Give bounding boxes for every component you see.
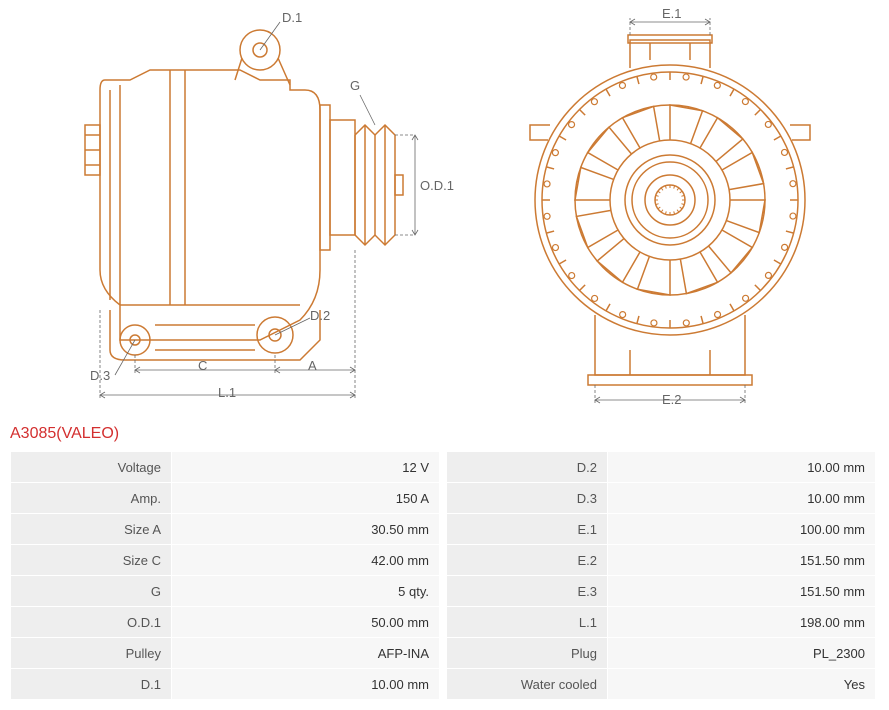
spec-value: 150 A xyxy=(172,483,439,513)
table-row: L.1198.00 mm xyxy=(447,607,875,637)
label-c: C xyxy=(198,358,207,373)
spec-label: Size C xyxy=(11,545,171,575)
spec-label: Pulley xyxy=(11,638,171,668)
spec-value: 151.50 mm xyxy=(608,576,875,606)
spec-value: AFP-INA xyxy=(172,638,439,668)
spec-label: O.D.1 xyxy=(11,607,171,637)
side-view-svg xyxy=(10,10,460,410)
spec-label: Amp. xyxy=(11,483,171,513)
spec-label: D.2 xyxy=(447,452,607,482)
spec-label: Plug xyxy=(447,638,607,668)
table-row: Water cooledYes xyxy=(447,669,875,699)
spec-label: G xyxy=(11,576,171,606)
label-e1: E.1 xyxy=(662,6,682,21)
spec-table-right: D.210.00 mmD.310.00 mmE.1100.00 mmE.2151… xyxy=(446,451,876,700)
spec-label: E.1 xyxy=(447,514,607,544)
label-d1: D.1 xyxy=(282,10,302,25)
diagrams-container: D.1 G O.D.1 D.2 D.3 A C L.1 xyxy=(10,10,879,410)
spec-value: 5 qty. xyxy=(172,576,439,606)
table-row: E.1100.00 mm xyxy=(447,514,875,544)
spec-value: 198.00 mm xyxy=(608,607,875,637)
table-row: D.310.00 mm xyxy=(447,483,875,513)
label-d3: D.3 xyxy=(90,368,110,383)
table-row: Size C42.00 mm xyxy=(11,545,439,575)
spec-value: PL_2300 xyxy=(608,638,875,668)
spec-label: E.2 xyxy=(447,545,607,575)
table-row: E.2151.50 mm xyxy=(447,545,875,575)
table-row: D.110.00 mm xyxy=(11,669,439,699)
spec-value: 10.00 mm xyxy=(608,483,875,513)
table-row: E.3151.50 mm xyxy=(447,576,875,606)
table-row: Amp.150 A xyxy=(11,483,439,513)
spec-value: 10.00 mm xyxy=(608,452,875,482)
spec-label: L.1 xyxy=(447,607,607,637)
table-row: PulleyAFP-INA xyxy=(11,638,439,668)
spec-value: Yes xyxy=(608,669,875,699)
spec-label: Water cooled xyxy=(447,669,607,699)
table-row: G5 qty. xyxy=(11,576,439,606)
spec-value: 12 V xyxy=(172,452,439,482)
spec-value: 10.00 mm xyxy=(172,669,439,699)
spec-label: D.1 xyxy=(11,669,171,699)
label-l1: L.1 xyxy=(218,385,236,400)
spec-label: Size A xyxy=(11,514,171,544)
table-row: O.D.150.00 mm xyxy=(11,607,439,637)
spec-label: E.3 xyxy=(447,576,607,606)
spec-table-left: Voltage12 VAmp.150 ASize A30.50 mmSize C… xyxy=(10,451,440,700)
table-row: D.210.00 mm xyxy=(447,452,875,482)
spec-value: 151.50 mm xyxy=(608,545,875,575)
spec-value: 42.00 mm xyxy=(172,545,439,575)
label-d2: D.2 xyxy=(310,308,330,323)
table-row: Size A30.50 mm xyxy=(11,514,439,544)
label-g: G xyxy=(350,78,360,93)
label-od1: O.D.1 xyxy=(420,178,454,193)
label-e2: E.2 xyxy=(662,392,682,407)
spec-tables: Voltage12 VAmp.150 ASize A30.50 mmSize C… xyxy=(10,451,879,700)
spec-value: 30.50 mm xyxy=(172,514,439,544)
spec-label: D.3 xyxy=(447,483,607,513)
spec-value: 100.00 mm xyxy=(608,514,875,544)
product-title: A3085(VALEO) xyxy=(10,425,879,443)
spec-label: Voltage xyxy=(11,452,171,482)
front-view-diagram: E.1 E.2 xyxy=(500,10,860,410)
spec-value: 50.00 mm xyxy=(172,607,439,637)
table-row: PlugPL_2300 xyxy=(447,638,875,668)
label-a: A xyxy=(308,358,317,373)
side-view-diagram: D.1 G O.D.1 D.2 D.3 A C L.1 xyxy=(10,10,460,410)
front-view-svg xyxy=(500,10,860,410)
table-row: Voltage12 V xyxy=(11,452,439,482)
